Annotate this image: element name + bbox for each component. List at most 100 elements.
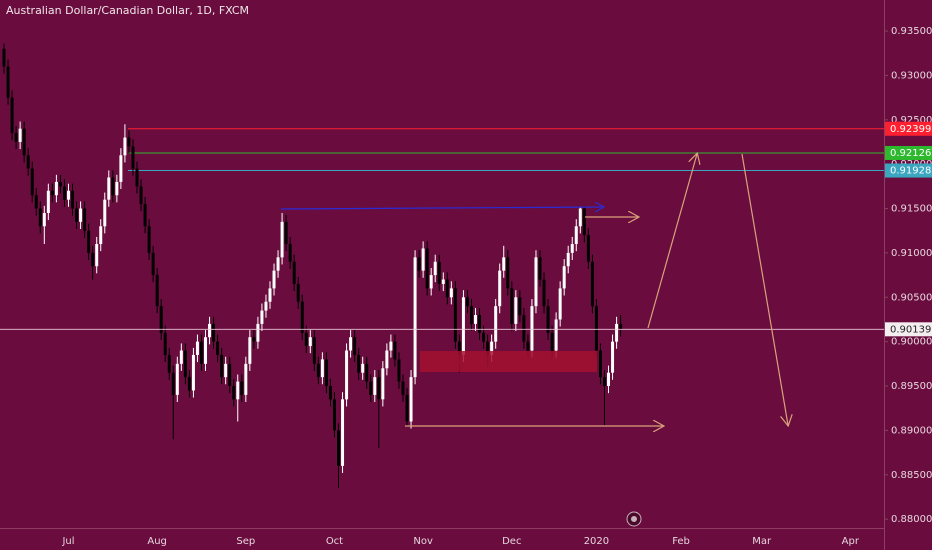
candle-body [268,288,272,302]
candle-body [522,315,526,342]
x-tick-label: Oct [326,536,343,547]
chart-title: Australian Dollar/Canadian Dollar, 1D, F… [6,4,249,17]
candle-body [437,261,441,284]
candle-body [502,257,506,271]
candle-body [143,204,147,227]
goto-icon[interactable] [626,511,642,527]
x-tick-label: Jul [61,536,74,547]
level-label: 0.92126 [890,148,931,159]
candle-body [240,381,244,395]
candle-body [58,181,62,187]
x-tick-label: Aug [147,536,167,547]
candle-body [365,363,369,382]
candle-body [236,381,240,400]
candle-body [18,128,22,142]
candle-body [212,323,216,342]
candle-body [224,363,228,378]
candle-body [401,381,405,395]
candle-body [582,208,586,236]
candle-body [14,133,18,142]
candle-body [486,341,490,355]
candle-body [66,190,70,200]
candle-body [191,354,195,391]
y-tick-label: 0.89500 [891,381,932,392]
candle-body [296,283,300,302]
candle-body [71,190,75,209]
candle-body [79,208,83,222]
candle-body [83,208,87,231]
candle-body [349,337,353,351]
candle-body [405,394,409,422]
plot-area [0,43,884,489]
arrow [647,154,697,329]
candle-body [127,137,131,147]
candle-body [284,221,288,245]
candle-body [99,226,103,245]
candle-body [570,244,574,253]
candle-body [208,323,212,338]
candle-body [320,359,324,378]
x-tick-label: Apr [842,536,860,547]
y-tick-label: 0.90500 [891,292,932,303]
candle-body [619,323,623,330]
candle-body [461,297,465,355]
candle-body [264,301,268,311]
candle-body [345,350,349,400]
candle-body [554,319,558,351]
candle-body [220,354,224,378]
candle-body [228,363,232,387]
candle-body [546,306,550,333]
last-price-box [885,322,932,337]
candle-body [607,372,611,387]
candle-body [123,137,127,156]
candle-body [586,235,590,262]
candle-body [602,377,606,387]
candle-body [304,332,308,347]
candle-body [449,288,453,298]
candle-body [534,257,538,307]
level-box [885,145,932,160]
candle-body [490,341,494,355]
level-label: 0.92399 [890,124,931,135]
candle-body [280,221,284,258]
candle-body [478,315,482,333]
y-tick-label: 0.89000 [891,425,932,436]
candle-body [337,430,341,466]
candle-body [510,288,514,324]
candle-body [260,310,264,324]
candle-body [288,244,292,262]
candle-body [179,350,183,364]
candle-body [87,230,91,253]
icon-dot [631,516,637,522]
candle-body [256,323,260,342]
level-label: 0.91928 [890,166,931,177]
candle-body [22,128,26,156]
candle-body [506,257,510,289]
candle-body [465,297,469,307]
candle-body [574,226,578,245]
candle-body [46,190,50,213]
candle-body [457,341,461,355]
candle-body [373,377,377,395]
candle-body [526,341,530,351]
candle-body [54,181,58,196]
candle-body [397,359,401,382]
candle-body [615,323,619,342]
candle-body [62,186,66,200]
candle-body [413,257,417,378]
y-tick-label: 0.92500 [891,115,932,126]
candle-body [538,257,542,280]
candle-body [312,337,316,364]
candle-body [316,363,320,378]
candle-body [131,146,135,169]
candle-body [498,270,502,307]
candle-body [119,155,123,182]
candle-body [308,337,312,347]
candle-body [6,66,10,98]
candle-body [421,248,425,271]
candle-body [377,377,381,400]
candle-body [155,275,159,307]
trend-line [280,207,603,209]
